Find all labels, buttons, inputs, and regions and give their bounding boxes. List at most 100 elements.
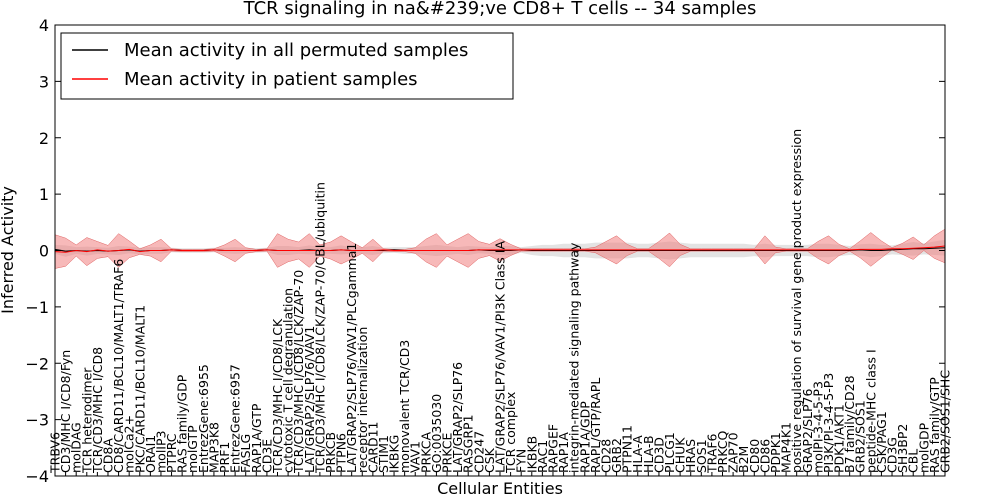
x-tick-label: receptor internalization	[355, 327, 370, 473]
y-tick-label: −2	[25, 354, 49, 373]
x-tick-label: CHUK	[673, 437, 688, 473]
x-tick-label: HLA-B	[641, 435, 656, 473]
y-tick-label: −4	[25, 467, 49, 486]
legend-box	[60, 32, 514, 100]
x-tick-label: GRB2/SOS1	[853, 400, 868, 473]
x-tick-label: PDK1/AKT1	[832, 404, 847, 473]
x-tick-label: CSK	[482, 447, 497, 473]
x-tick-label: molPI-3-4-5-P3	[810, 381, 825, 473]
y-tick-label: 1	[39, 185, 49, 204]
x-tick-label: RAP1A	[556, 432, 571, 473]
x-tick-label: MAP3K8	[206, 422, 221, 473]
x-tick-label: TCR/CD3/MHC I/CD8/LCK/ZAP-70	[291, 270, 306, 474]
x-tick-label: GRB2	[609, 438, 624, 473]
x-tick-label: PTPRC	[164, 433, 179, 473]
x-tick-label: FYN	[514, 449, 529, 473]
x-tick-label: CD8/CARD11/BCL10/MALT1/TRAF6	[111, 259, 126, 473]
x-tick-label: IKBKG	[387, 435, 402, 473]
x-tick-label: RAS family/GTP	[927, 377, 942, 473]
x-tick-label: molDAG	[69, 422, 84, 473]
y-tick-label: 2	[39, 129, 49, 148]
x-tick-label: CD3E	[259, 439, 274, 473]
x-tick-label: PLCG1	[662, 432, 677, 473]
y-tick-label: −3	[25, 411, 49, 430]
x-tick-label: CARD11	[365, 422, 380, 474]
x-tick-label: TCR/CD3/MHC I/CD8/LCK	[270, 318, 285, 474]
x-tick-label: CSK/PAG1	[874, 411, 889, 473]
x-tick-label: molGDP	[916, 422, 931, 473]
x-tick-label: VAV1	[408, 441, 423, 473]
x-tick-label: RASGRP1	[461, 414, 476, 473]
x-tick-label: RAP1A/GTP	[249, 403, 264, 473]
x-tick-label: molIP3	[154, 431, 169, 473]
x-tick-label: RAS family/GDP	[175, 374, 190, 473]
y-tick-label: −1	[25, 298, 49, 317]
x-tick-label: STIM1	[376, 435, 391, 473]
y-tick-label: 3	[39, 72, 49, 91]
x-tick-label: PDPK1	[768, 432, 783, 473]
x-tick-label: IKBKB	[524, 436, 539, 473]
x-tick-label: TCR heterodimer	[79, 367, 94, 474]
x-tick-label: SOS1	[694, 439, 709, 473]
x-tick-label: monovalent TCR/CD3	[397, 340, 412, 473]
x-tick-label: TRAF6	[704, 433, 719, 474]
x-tick-label: B2M	[736, 446, 751, 473]
x-tick-label: EntrezGene:6955	[196, 364, 211, 473]
x-tick-label: positive regulation of survival gene pro…	[789, 129, 804, 473]
x-tick-label: LAT/GRAP2/SLP76/VAV1/PI3K Class IA	[493, 241, 508, 473]
x-tick-label: PTPN11	[620, 425, 635, 473]
legend-label-permuted: Mean activity in all permuted samples	[124, 40, 468, 61]
x-tick-label: CD28	[599, 439, 614, 473]
x-tick-label: molCa2+	[122, 415, 137, 473]
legend-label-patient: Mean activity in patient samples	[124, 69, 418, 90]
x-tick-label: LAT/GRAP2/SLP76	[450, 362, 465, 473]
x-tick-label: PI3K/PI-3-4-5-P3	[821, 373, 836, 473]
x-tick-label: MAP4K1	[779, 422, 794, 473]
x-tick-label: CD3G	[885, 437, 900, 473]
x-tick-label: RAPL/GTP/RAPL	[588, 378, 603, 473]
y-axis-label: Inferred Activity	[0, 186, 17, 314]
x-tick-label: CD3/MHC I/CD8/Fyn	[58, 350, 73, 473]
x-axis-label: Cellular Entities	[437, 479, 563, 498]
x-tick-label: CD247	[471, 431, 486, 473]
x-tick-label: LAT/GRAP2/SLP76/VAV1/PLCgamma1	[344, 243, 359, 473]
x-tick-label: TCR/CD3/MHC I/CD8/LCK/ZAP-70/CBL/ubiquit…	[312, 182, 327, 474]
x-tick-label: peptide-MHC class I	[863, 349, 878, 473]
x-tick-label: RAPGEF	[546, 424, 561, 473]
x-tick-label: SH3BP2	[895, 424, 910, 473]
x-tick-label: FASLG	[238, 434, 253, 473]
x-tick-label: TCR complex	[503, 392, 518, 474]
y-tick-label: 4	[39, 16, 49, 35]
x-tick-label: PRKCQ	[715, 431, 730, 473]
x-tick-label: HRAS	[683, 439, 698, 473]
x-tick-label: ZAP70	[726, 432, 741, 473]
x-tick-label: PRF1	[217, 442, 232, 473]
x-tick-label: ORAI1	[143, 435, 158, 473]
x-tick-label: CD3D	[651, 437, 666, 473]
x-tick-label: CD86	[757, 439, 772, 473]
patient-mean-line	[54, 245, 946, 253]
x-tick-label: GRAP2/SLP76	[800, 388, 815, 473]
x-tick-label: LAT/GRAP2/SLP76/VAV1	[302, 326, 317, 473]
plot-frame	[54, 24, 946, 477]
x-tick-label: PTPN6	[334, 433, 349, 473]
x-tick-label: CD8A	[101, 438, 116, 473]
x-tick-label: PRKCE	[440, 433, 455, 473]
legend: Mean activity in all permuted samples Me…	[60, 32, 514, 100]
x-tick-label: RAP1A/GDP	[577, 401, 592, 473]
y-tick-label: 0	[39, 242, 49, 261]
x-tick-label: PRKCB	[323, 432, 338, 473]
x-tick-label: integrin-mediated signaling pathway	[567, 242, 582, 473]
x-tick-label: cytotoxic T cell degranulation	[281, 288, 296, 473]
x-tick-label: molGTP	[185, 425, 200, 473]
x-tick-label: GO:0035030	[429, 394, 444, 473]
x-tick-label: PRKCA	[418, 432, 433, 473]
x-tick-label: B7 family/CD28	[842, 375, 857, 473]
chart-title: TCR signaling in na&#239;ve CD8+ T cells…	[243, 0, 757, 19]
x-tick-label: PKC/CARD11/BCL10/MALT1	[132, 305, 147, 473]
x-tick-label: CBL	[906, 449, 921, 473]
x-tick-label: HLA-A	[630, 435, 645, 473]
x-tick-label: RAC1	[535, 440, 550, 473]
x-tick-label: EntrezGene:6957	[228, 364, 243, 473]
